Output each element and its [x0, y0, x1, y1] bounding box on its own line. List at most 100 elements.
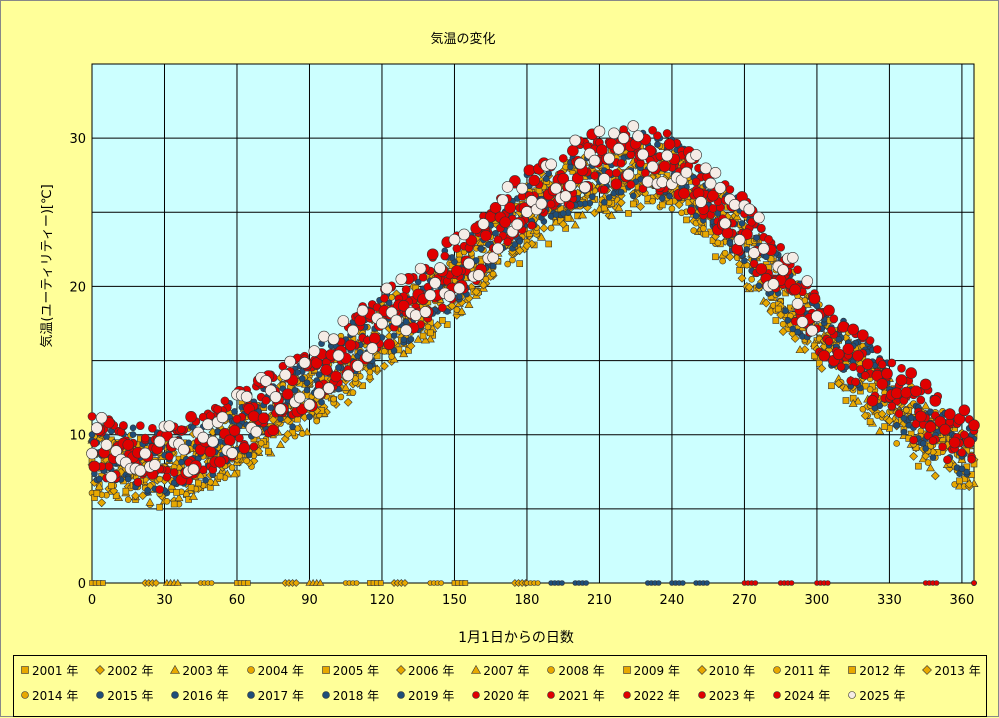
- x-tick-label: 30: [156, 593, 173, 608]
- data-point: [924, 459, 932, 466]
- legend-item: 2018 年: [321, 688, 379, 703]
- data-point: [856, 365, 865, 374]
- data-point: [522, 241, 532, 251]
- legend-marker-icon: [547, 666, 556, 674]
- data-point: [294, 391, 306, 404]
- legend-label: 2019 年: [408, 688, 455, 703]
- data-point: [220, 396, 230, 406]
- data-point: [938, 442, 947, 452]
- data-point: [197, 431, 209, 444]
- data-point: [289, 423, 296, 430]
- data-point: [789, 325, 797, 333]
- data-point: [330, 395, 337, 403]
- data-point: [535, 197, 548, 210]
- data-point: [129, 431, 137, 438]
- legend-item: 2004 年: [246, 663, 304, 678]
- data-point: [648, 126, 657, 135]
- legend-item: 2021 年: [546, 688, 605, 703]
- data-point: [87, 412, 97, 421]
- data-point: [875, 426, 885, 435]
- data-point: [702, 230, 710, 238]
- data-point: [260, 375, 272, 387]
- legend-marker-icon: [622, 691, 631, 699]
- data-point: [327, 333, 340, 345]
- data-point: [231, 408, 238, 415]
- data-point: [376, 317, 388, 330]
- data-point: [963, 436, 975, 449]
- data-point: [818, 349, 830, 362]
- x-tick-label: 150: [442, 593, 467, 608]
- legend-item: 2010 年: [696, 663, 755, 678]
- data-point: [504, 202, 516, 214]
- data-point: [448, 233, 461, 246]
- data-point: [596, 144, 608, 156]
- data-point: [308, 345, 321, 357]
- zero-data-point: [680, 580, 686, 586]
- data-point: [94, 481, 104, 490]
- data-point: [496, 194, 509, 206]
- data-point: [162, 472, 172, 482]
- data-point: [228, 424, 241, 437]
- data-point: [748, 247, 760, 259]
- legend-marker: [246, 691, 255, 699]
- legend-item: 2024 年: [772, 688, 830, 703]
- legend-marker-icon: [95, 665, 106, 675]
- data-point: [528, 174, 541, 187]
- data-point: [223, 434, 236, 447]
- data-point: [617, 188, 625, 196]
- data-point: [140, 433, 150, 443]
- data-point: [471, 287, 481, 297]
- data-point: [714, 182, 727, 194]
- data-point: [588, 154, 601, 167]
- data-point: [97, 498, 107, 508]
- legend-marker: [21, 691, 29, 699]
- data-point: [641, 175, 654, 188]
- data-point: [853, 396, 863, 405]
- data-point: [438, 303, 447, 313]
- data-point: [557, 172, 570, 185]
- legend-item: 2020 年: [471, 688, 530, 703]
- data-point: [873, 345, 882, 354]
- data-point: [492, 242, 504, 255]
- legend-marker: [396, 665, 406, 675]
- x-tick-label: 270: [732, 593, 757, 608]
- data-point: [156, 503, 163, 511]
- data-point: [153, 435, 166, 448]
- data-point: [539, 223, 549, 233]
- legend-label: 2012 年: [859, 663, 906, 678]
- data-point: [343, 397, 353, 407]
- data-point: [489, 202, 502, 214]
- data-point: [774, 305, 782, 313]
- data-point: [380, 293, 389, 303]
- data-point: [90, 438, 99, 448]
- data-point: [712, 253, 719, 261]
- data-point: [795, 345, 805, 354]
- legend-marker: [773, 691, 781, 699]
- legend-item: 2011 年: [772, 663, 830, 678]
- data-point: [656, 176, 669, 188]
- data-point: [298, 357, 311, 369]
- data-point: [944, 408, 956, 420]
- zero-data-point: [353, 580, 360, 586]
- data-point: [605, 194, 613, 201]
- data-point: [617, 132, 630, 144]
- data-point: [148, 423, 157, 433]
- data-point: [753, 211, 765, 224]
- data-point: [439, 316, 446, 324]
- data-point: [741, 257, 748, 264]
- data-point: [226, 447, 238, 459]
- data-point: [709, 167, 722, 179]
- data-point: [493, 235, 503, 245]
- data-point: [925, 463, 936, 472]
- legend-marker-icon: [471, 665, 482, 674]
- data-point: [834, 379, 844, 388]
- data-point: [482, 275, 490, 283]
- data-point: [666, 192, 673, 200]
- data-point: [757, 223, 766, 233]
- legend-marker: [848, 691, 856, 699]
- data-point: [744, 282, 754, 292]
- data-point: [733, 234, 746, 246]
- data-point: [511, 218, 524, 231]
- data-point: [342, 369, 354, 382]
- data-point: [122, 487, 130, 495]
